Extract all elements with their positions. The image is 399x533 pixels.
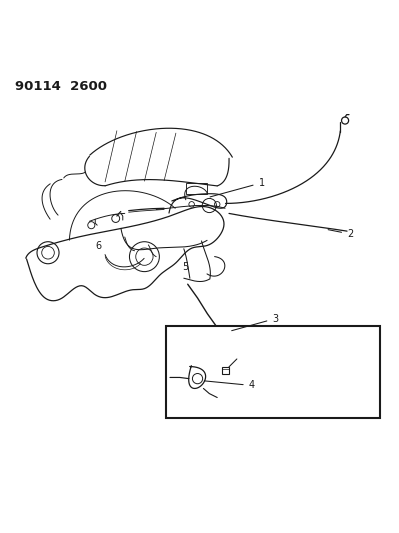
Text: 5: 5 [182,262,188,272]
Text: 3: 3 [232,313,279,330]
Text: 4: 4 [204,381,255,391]
Text: 2: 2 [328,229,353,239]
Text: 6: 6 [95,241,101,251]
Bar [186,183,207,193]
Bar [166,326,381,418]
Text: 1: 1 [210,178,265,197]
Text: 90114  2600: 90114 2600 [15,79,107,93]
